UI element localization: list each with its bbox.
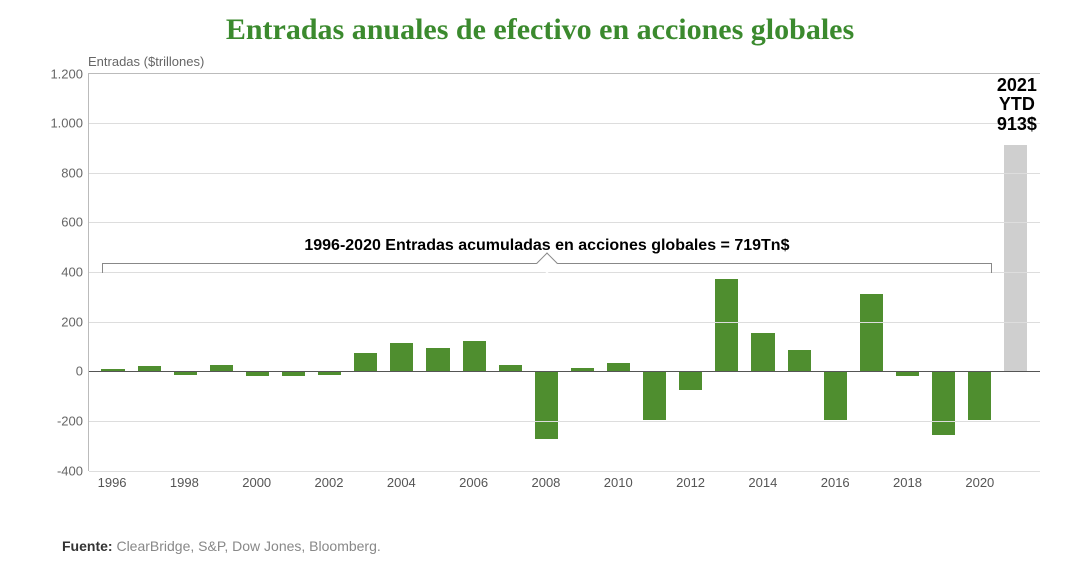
x-tick-label [347, 475, 383, 495]
source-label: Fuente: [62, 538, 113, 554]
chart-title: Entradas anuales de efectivo en acciones… [30, 14, 1050, 46]
callout-line: 2021 [987, 76, 1047, 96]
gridline [89, 421, 1040, 422]
x-tick-label: 2008 [528, 475, 564, 495]
y-tick-label: 200 [39, 314, 83, 329]
y-tick-label: 1.000 [39, 116, 83, 131]
x-tick-label: 2010 [600, 475, 636, 495]
x-tick-label: 2004 [383, 475, 419, 495]
bar [715, 279, 738, 371]
x-axis-labels: 1996 1998 2000 2002 2004 2006 2008 2010 2012 2014… [88, 475, 1040, 495]
x-tick-label [853, 475, 889, 495]
callout-line: 913$ [987, 115, 1047, 135]
x-tick-label: 1996 [94, 475, 130, 495]
bar [824, 371, 847, 419]
source-text: ClearBridge, S&P, Dow Jones, Bloomberg. [113, 538, 381, 554]
annotation-bracket [102, 263, 993, 273]
bar [463, 341, 486, 371]
x-tick-label [926, 475, 962, 495]
x-tick-label [275, 475, 311, 495]
y-tick-label: -400 [39, 463, 83, 478]
chart-container: Entradas anuales de efectivo en acciones… [0, 0, 1080, 562]
bar [643, 371, 666, 419]
bar [354, 353, 377, 372]
x-tick-label: 1998 [166, 475, 202, 495]
gridline [89, 371, 1040, 372]
y-axis-label: Entradas ($trillones) [88, 54, 1050, 69]
x-tick-label [419, 475, 455, 495]
y-tick-label: 400 [39, 265, 83, 280]
bar [1004, 145, 1027, 372]
bar [788, 350, 811, 371]
x-tick-label [202, 475, 238, 495]
x-tick-label [781, 475, 817, 495]
bar [751, 333, 774, 371]
bar [390, 343, 413, 372]
bar [968, 371, 991, 419]
gridline [89, 173, 1040, 174]
x-tick-label [492, 475, 528, 495]
bar [932, 371, 955, 434]
bar [426, 348, 449, 372]
bar [860, 294, 883, 371]
x-tick-label [564, 475, 600, 495]
gridline [89, 471, 1040, 472]
x-tick-label: 2014 [745, 475, 781, 495]
x-tick-label [709, 475, 745, 495]
x-tick-label: 2000 [239, 475, 275, 495]
bar [607, 363, 630, 372]
y-tick-label: 600 [39, 215, 83, 230]
x-tick-label: 2012 [673, 475, 709, 495]
bar [679, 371, 702, 390]
callout-line: YTD [987, 95, 1047, 115]
x-tick-label [998, 475, 1034, 495]
chart-area: -400-20002004006008001.0001.2001996-2020… [30, 73, 1050, 513]
x-tick-label: 2002 [311, 475, 347, 495]
y-tick-label: 800 [39, 165, 83, 180]
plot-area: -400-20002004006008001.0001.2001996-2020… [88, 73, 1040, 471]
x-tick-label [130, 475, 166, 495]
gridline [89, 222, 1040, 223]
x-tick-label: 2020 [962, 475, 998, 495]
gridline [89, 322, 1040, 323]
x-tick-label [636, 475, 672, 495]
y-tick-label: -200 [39, 413, 83, 428]
source-line: Fuente: ClearBridge, S&P, Dow Jones, Blo… [62, 538, 381, 554]
gridline [89, 123, 1040, 124]
x-tick-label: 2018 [889, 475, 925, 495]
x-tick-label: 2016 [817, 475, 853, 495]
y-tick-label: 0 [39, 364, 83, 379]
y-tick-label: 1.200 [39, 66, 83, 81]
bar [535, 371, 558, 439]
ytd-callout: 2021YTD913$ [987, 76, 1047, 135]
x-tick-label: 2006 [456, 475, 492, 495]
